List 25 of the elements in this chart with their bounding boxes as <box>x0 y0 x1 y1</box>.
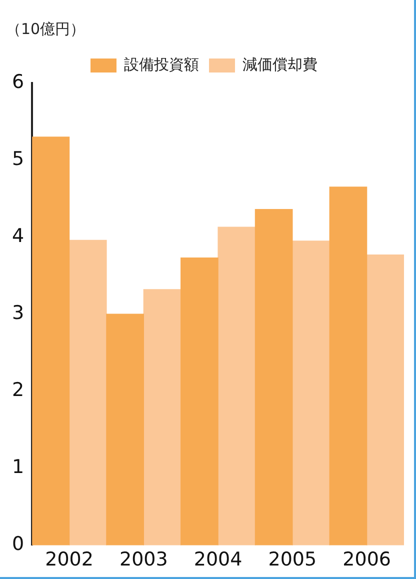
bar <box>106 314 144 546</box>
y-tick-label: 0 <box>12 533 24 556</box>
legend-label: 設備投資額 <box>124 55 199 74</box>
x-tick-label: 2002 <box>45 548 94 571</box>
x-tick-label: 2004 <box>194 548 242 571</box>
y-axis-title: （10億円） <box>6 20 86 39</box>
bar <box>32 136 70 546</box>
bar <box>366 254 404 546</box>
x-tick-label: 2003 <box>119 548 168 571</box>
bar <box>180 258 218 546</box>
y-tick-label: 4 <box>12 225 24 248</box>
y-tick-label: 3 <box>12 302 24 324</box>
legend-label: 減価償却費 <box>242 55 318 74</box>
y-tick-label: 6 <box>12 70 24 93</box>
y-tick-label: 1 <box>12 456 24 478</box>
x-tick-label: 2006 <box>342 548 391 571</box>
bar <box>143 289 182 546</box>
bar <box>68 240 107 546</box>
x-tick-label: 2005 <box>268 548 317 571</box>
y-tick-label: 2 <box>12 379 24 402</box>
bar <box>292 240 330 546</box>
bar <box>254 209 293 546</box>
bar <box>329 186 368 546</box>
y-tick-label: 5 <box>12 148 24 170</box>
bar <box>218 226 256 546</box>
